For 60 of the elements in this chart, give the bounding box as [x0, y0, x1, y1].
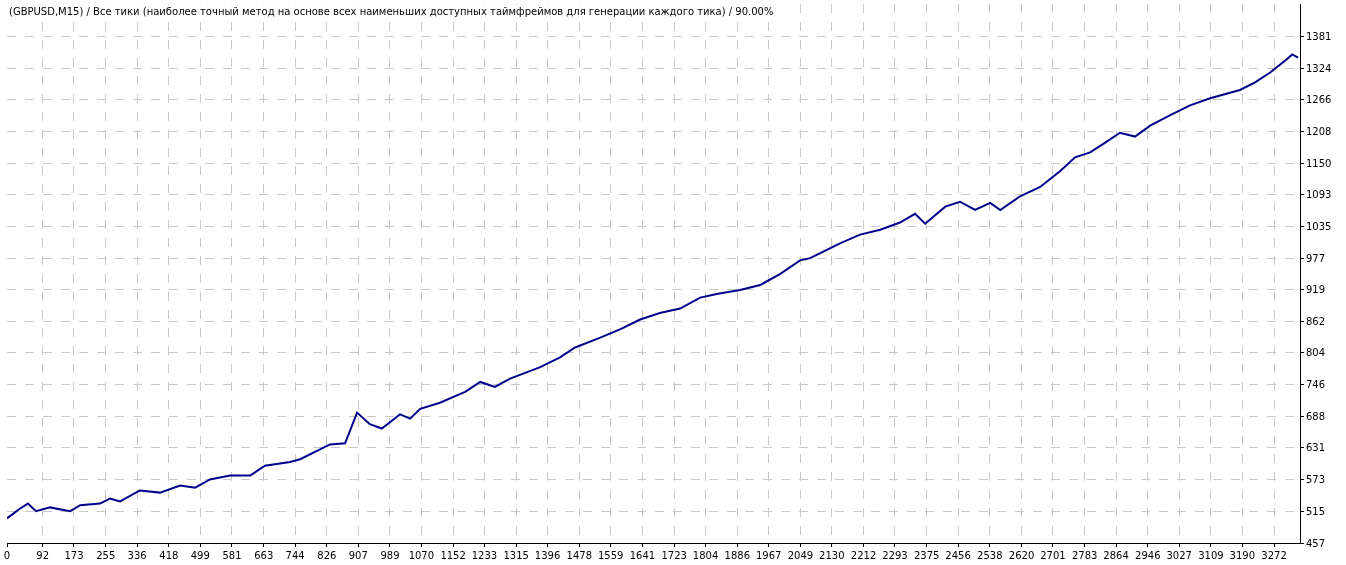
x-tick-label: 1559 [597, 550, 624, 561]
x-tick-label: 2293 [882, 550, 908, 561]
y-tick-label: 1324 [1306, 62, 1332, 74]
x-tick-label: 499 [190, 550, 210, 561]
x-tick-label: 826 [317, 550, 337, 561]
x-tick-label: 2538 [977, 550, 1003, 561]
y-tick-label: 1093 [1306, 189, 1332, 201]
y-tick-label: 688 [1306, 410, 1326, 422]
x-tick-label: 1315 [503, 550, 529, 561]
y-tick-label: 631 [1306, 442, 1326, 454]
y-tick-label: 1150 [1306, 157, 1332, 169]
x-tick-label: 3027 [1166, 550, 1192, 561]
x-tick-label: 1641 [629, 550, 656, 561]
x-tick-label: 2456 [945, 550, 971, 561]
x-tick-label: 418 [159, 550, 179, 561]
x-tick-label: 2049 [787, 550, 814, 561]
x-tick-label: 744 [285, 550, 305, 561]
y-tick-label: 862 [1306, 315, 1326, 327]
x-tick-label: 2620 [1008, 550, 1035, 561]
x-tick-label: 2701 [1040, 550, 1066, 561]
y-tick-label: 457 [1306, 537, 1326, 549]
x-tick-label: 2946 [1135, 550, 1161, 561]
chart-title: (GBPUSD,M15) / Все тики (наиболее точный метод на основе всех наименьших доступных таймфреймов для генерации каждого тика) / 90.00% [9, 6, 774, 17]
line-series [7, 53, 1300, 520]
x-tick-label: 173 [64, 550, 84, 561]
x-tick-label: 581 [222, 550, 242, 561]
y-tick-label: 1208 [1306, 126, 1332, 138]
y-tick-label: 1381 [1306, 31, 1332, 43]
y-tick-label: 977 [1306, 252, 1326, 264]
x-tick-label: 336 [127, 550, 147, 561]
x-tick-label: 1886 [724, 550, 751, 561]
x-tick-label: 1804 [692, 550, 719, 561]
x-tick-label: 3109 [1198, 550, 1224, 561]
y-tick-label: 515 [1306, 505, 1326, 517]
x-tick-label: 3190 [1229, 550, 1256, 561]
x-tick-label: 663 [254, 550, 274, 561]
y-tick-label: 1035 [1306, 220, 1332, 232]
x-tick-label: 1233 [471, 550, 498, 561]
x-tick-label: 2864 [1103, 550, 1129, 561]
y-tick-label: 573 [1306, 473, 1326, 485]
x-tick-label: 2130 [819, 550, 845, 561]
x-tick-label: 3272 [1261, 550, 1287, 561]
y-tick-label: 804 [1306, 347, 1326, 359]
x-tick-label: 1967 [755, 550, 782, 561]
x-tick-label: 1396 [534, 550, 561, 561]
x-tick-label: 2212 [850, 550, 877, 561]
x-tick-label: 1152 [440, 550, 466, 561]
y-tick-label: 1266 [1306, 94, 1332, 106]
x-tick-label: 1723 [661, 550, 687, 561]
y-tick-label: 746 [1306, 379, 1326, 391]
y-tick-label: 919 [1306, 284, 1326, 296]
x-tick-label: 92 [36, 550, 49, 561]
x-tick-label: 2375 [913, 550, 940, 561]
x-tick-label: 2783 [1071, 550, 1098, 561]
x-tick-label: 989 [380, 550, 400, 561]
x-tick-label: 907 [348, 550, 368, 561]
x-tick-label: 1478 [566, 550, 593, 561]
x-tick-label: 255 [96, 550, 116, 561]
x-tick-label: 1070 [408, 550, 435, 561]
x-tick-label: 0 [3, 550, 11, 561]
